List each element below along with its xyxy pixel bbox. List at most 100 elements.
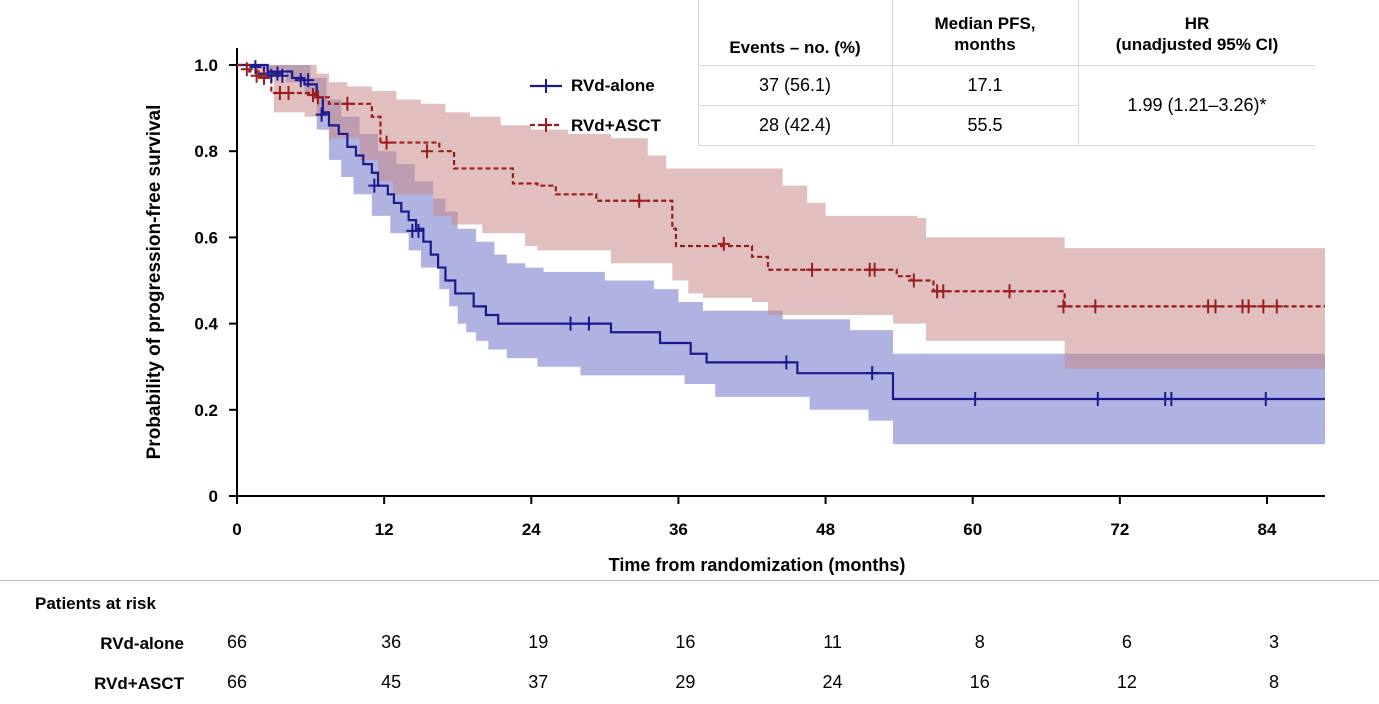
- censor-mark: [806, 262, 819, 277]
- censor-mark: [1242, 299, 1255, 314]
- censor-mark: [1057, 299, 1070, 314]
- censor-mark: [282, 86, 295, 101]
- risk-value: 8: [1268, 672, 1279, 692]
- hazard-ratio: 1.99 (1.21–3.26)*: [1127, 95, 1267, 115]
- y-tick-label: 0.8: [194, 142, 218, 161]
- censor-mark: [341, 96, 354, 111]
- km-curve-rvd-asct: [237, 63, 1325, 308]
- censor-mark: [1209, 299, 1222, 314]
- x-tick-label: 0: [232, 520, 241, 539]
- header-events: Events – no. (%): [729, 38, 861, 57]
- risk-value: 29: [675, 672, 696, 692]
- censor-mark: [937, 284, 950, 299]
- y-axis-label: Probability of progression-free survival: [144, 105, 165, 460]
- censor-mark: [249, 60, 262, 75]
- events-rvd-asct: 28 (42.4): [758, 115, 832, 135]
- risk-value: 37: [528, 672, 549, 692]
- risk-value: 66: [226, 632, 248, 652]
- censor-mark: [421, 144, 434, 159]
- confidence-bands: [237, 65, 1325, 445]
- risk-value: 66: [226, 672, 248, 692]
- risk-value: 6: [1121, 632, 1132, 652]
- risk-value: 3: [1268, 632, 1279, 652]
- censor-mark: [315, 107, 328, 122]
- censor-mark: [250, 68, 263, 83]
- y-tick-label: 1.0: [194, 56, 218, 75]
- events-rvd-alone: 37 (56.1): [758, 75, 832, 95]
- axes: [229, 48, 1325, 504]
- censor-mark: [1270, 299, 1283, 314]
- median-rvd-alone: 17.1: [967, 75, 1003, 95]
- censor-mark: [564, 316, 577, 331]
- censor-mark: [311, 90, 324, 105]
- header-hr-line1: HR: [1184, 14, 1210, 33]
- risk-value: 24: [822, 672, 843, 692]
- censor-mark: [1257, 299, 1270, 314]
- censor-mark: [780, 355, 793, 370]
- censor-mark: [969, 392, 982, 407]
- censor-mark: [633, 193, 646, 208]
- censor-mark: [1259, 392, 1272, 407]
- y-tick-label: 0: [209, 487, 218, 506]
- tick-labels: 0 12 24 36 48 60 72 84 0 0.2 0.4 0.6 0.8 1.0: [194, 56, 1277, 539]
- y-tick-label: 0.6: [194, 228, 218, 247]
- risk-value: 16: [675, 632, 696, 652]
- censor-mark: [302, 73, 315, 88]
- y-tick-label: 0.4: [194, 315, 218, 334]
- censor-mark: [265, 68, 278, 83]
- header-hr: HR (unadjusted 95% CI): [1080, 13, 1314, 55]
- risk-value: 36: [381, 632, 402, 652]
- risk-value: 8: [974, 632, 985, 652]
- legend-label-rvd-asct: RVd+ASCT: [571, 116, 661, 135]
- risk-value: 45: [381, 672, 402, 692]
- risk-table-title: Patients at risk: [35, 594, 156, 613]
- censor-mark: [1091, 392, 1104, 407]
- x-tick-label: 48: [816, 520, 835, 539]
- table-divider: [1078, 0, 1079, 145]
- header-hr-line2: (unadjusted 95% CI): [1115, 35, 1279, 54]
- table-divider: [698, 105, 1078, 106]
- censor-mark: [276, 68, 289, 83]
- legend-marks: [530, 79, 562, 132]
- censor-mark: [907, 273, 920, 288]
- censor-mark: [866, 366, 879, 381]
- ci-band-rvd-alone: [237, 65, 1325, 445]
- censor-mark: [868, 262, 881, 277]
- censor-mark: [1089, 299, 1102, 314]
- header-median-line1: Median PFS,: [934, 14, 1036, 33]
- censor-mark: [380, 135, 393, 150]
- censor-marks: [240, 60, 1283, 407]
- censor-mark: [368, 178, 381, 193]
- y-tick-label: 0.2: [194, 401, 218, 420]
- risk-value: 11: [823, 632, 842, 652]
- risk-value: 19: [528, 632, 549, 652]
- table-divider: [698, 0, 699, 145]
- censor-mark: [1165, 392, 1178, 407]
- table-divider: [698, 65, 1316, 66]
- median-rvd-asct: 55.5: [967, 115, 1003, 135]
- x-tick-label: 24: [522, 520, 541, 539]
- censor-mark: [1003, 284, 1016, 299]
- risk-value: 16: [969, 672, 990, 692]
- x-axis-label: Time from randomization (months): [609, 555, 906, 575]
- censor-mark: [717, 236, 730, 251]
- censor-mark: [257, 70, 270, 85]
- ci-band-rvd-asct: [237, 65, 1325, 369]
- censor-mark: [412, 223, 425, 238]
- risk-value: 12: [1116, 672, 1137, 692]
- legend-label-rvd-alone: RVd-alone: [571, 76, 655, 95]
- header-median-line2: months: [954, 35, 1016, 54]
- risk-row-label-rvd-alone: RVd-alone: [100, 634, 184, 653]
- table-divider: [698, 145, 1316, 146]
- survival-curves: [237, 63, 1325, 401]
- legend-censor-mark: [540, 118, 552, 132]
- censor-mark: [240, 62, 253, 77]
- legend-censor-mark: [540, 79, 552, 93]
- x-tick-label: 36: [669, 520, 688, 539]
- risk-row-label-rvd-asct: RVd+ASCT: [94, 674, 184, 693]
- header-median-pfs: Median PFS, months: [894, 13, 1076, 55]
- risk-table-top-border: [0, 580, 1379, 581]
- table-divider: [892, 0, 893, 145]
- x-tick-label: 12: [375, 520, 394, 539]
